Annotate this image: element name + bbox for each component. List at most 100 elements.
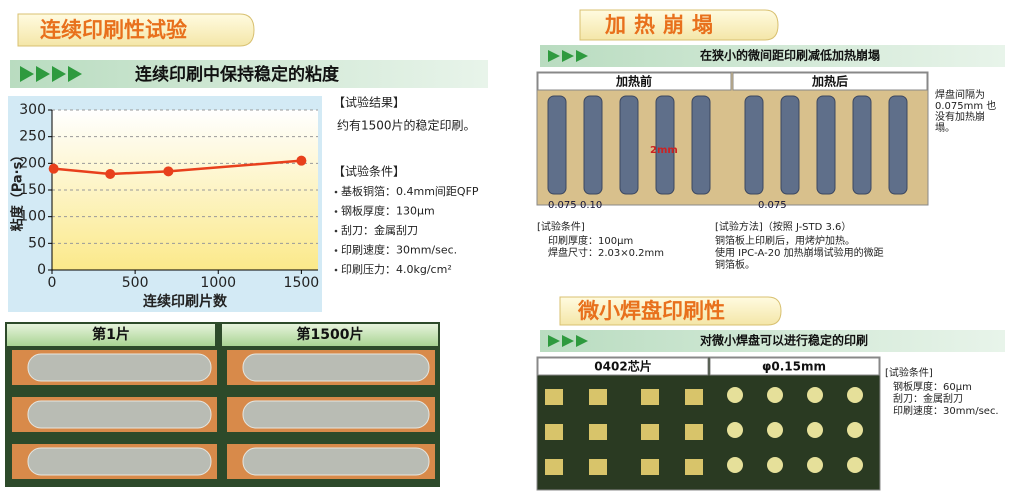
condition-item: 印刷压力：4.0kg/cm² [341, 263, 452, 276]
pad [589, 459, 607, 475]
pad [545, 389, 563, 405]
pad [847, 387, 863, 403]
photo-caption: 加热前 [615, 74, 652, 89]
pad [691, 95, 711, 195]
axis [51, 110, 318, 271]
conditions-heading: [试验条件] [537, 220, 585, 233]
photo-caption: 第1片 [92, 326, 130, 343]
condition-item: 印刷厚度：100μm [548, 234, 633, 247]
method-line: 铜箔板上印刷后，用烤炉加热。 [715, 234, 855, 247]
photo-caption: 0402芯片 [594, 359, 651, 374]
title-tab [17, 13, 255, 47]
note-line: 焊盘间隔为 [935, 88, 985, 101]
banner [10, 60, 488, 88]
pad [727, 422, 743, 438]
pad [780, 95, 800, 195]
arrows [548, 335, 588, 347]
condition-item: 基板铜箔：0.4mm间距QFP [341, 184, 479, 198]
banner [540, 45, 1005, 67]
bullet [334, 210, 338, 213]
photo-label: 2mm [650, 145, 678, 156]
section-title: 加热崩塌 [604, 13, 721, 37]
method-line: 使用 IPC-A-20 加热崩塌试验用的微距 [715, 246, 884, 259]
y-tick-label: 0 [37, 262, 46, 278]
section-title: 连续印刷性试验 [40, 18, 187, 42]
banner-text: 在狭小的微间距印刷减低加热崩塌 [700, 48, 880, 63]
y-tick-label: 250 [19, 129, 46, 145]
x-axis-title: 连续印刷片数 [143, 293, 228, 310]
pad [685, 424, 703, 440]
pad [767, 387, 783, 403]
photo-header [7, 324, 215, 346]
pad [545, 459, 563, 475]
y-tick-label: 200 [19, 155, 46, 171]
pad [847, 422, 863, 438]
photo-label: 0.10 [580, 200, 602, 211]
note-line: 0.075mm 也 [935, 99, 996, 112]
results-heading: 【试验结果】 [333, 95, 405, 110]
y-tick-label: 100 [19, 209, 46, 225]
pad [589, 424, 607, 440]
x-tick-label: 1000 [200, 275, 236, 291]
pad [807, 457, 823, 473]
photo-panel [536, 356, 881, 491]
conditions-heading: 【试验条件】 [333, 164, 405, 179]
photo-caption: 加热后 [811, 74, 848, 89]
pad [807, 422, 823, 438]
photo-header [222, 324, 438, 346]
paste [27, 353, 212, 382]
paste [242, 447, 430, 476]
condition-item: 钢板厚度：130μm [341, 204, 435, 218]
y-axis-title: 粘度（Pa·s） [10, 149, 26, 233]
pad [816, 95, 836, 195]
pad [767, 457, 783, 473]
pad [589, 389, 607, 405]
title-tab [579, 9, 779, 41]
conditions-heading: [试验条件] [885, 366, 933, 379]
photo-header [709, 357, 880, 376]
note-line: 塌。 [935, 122, 955, 134]
y-tick-label: 300 [19, 102, 46, 118]
pad [641, 389, 659, 405]
bullet [334, 268, 338, 272]
pad [727, 387, 743, 403]
bullet [334, 249, 338, 252]
method-line: 铜箔板。 [715, 258, 755, 271]
pad [888, 95, 908, 195]
condition-item: 印刷速度：30mm/sec. [893, 404, 999, 417]
photo-caption: 第1500片 [297, 326, 364, 343]
paste [27, 400, 212, 429]
point [105, 169, 116, 179]
photo-header [732, 72, 928, 91]
pad [847, 457, 863, 473]
banner-text: 连续印刷中保持稳定的粘度 [135, 64, 340, 85]
note-line: 没有加热崩 [935, 110, 985, 123]
x-tick-label: 0 [48, 275, 57, 291]
line [53, 159, 302, 176]
banner [540, 330, 1005, 352]
results-text: 约有1500片的稳定印刷。 [337, 118, 476, 133]
paste [242, 353, 430, 382]
condition-item: 刮刀：金属刮刀 [341, 223, 418, 237]
pad [619, 95, 639, 195]
pad [583, 95, 603, 195]
photo-label: 0.075 [758, 200, 787, 211]
pad [767, 422, 783, 438]
title-tab [559, 296, 782, 326]
method-heading: [试验方法]（按照 J-STD 3.6） [715, 220, 851, 233]
bullet [334, 190, 338, 194]
photo-caption: φ0.15mm [762, 360, 826, 374]
condition-item: 印刷速度：30mm/sec. [341, 243, 457, 257]
pad [547, 95, 567, 195]
pad [727, 457, 743, 473]
pad [641, 424, 659, 440]
pad [852, 95, 872, 195]
paste [27, 447, 212, 476]
bullet [334, 229, 338, 233]
pad [685, 459, 703, 475]
y-tick-label: 50 [28, 235, 46, 251]
point [163, 166, 174, 177]
point [296, 155, 307, 166]
